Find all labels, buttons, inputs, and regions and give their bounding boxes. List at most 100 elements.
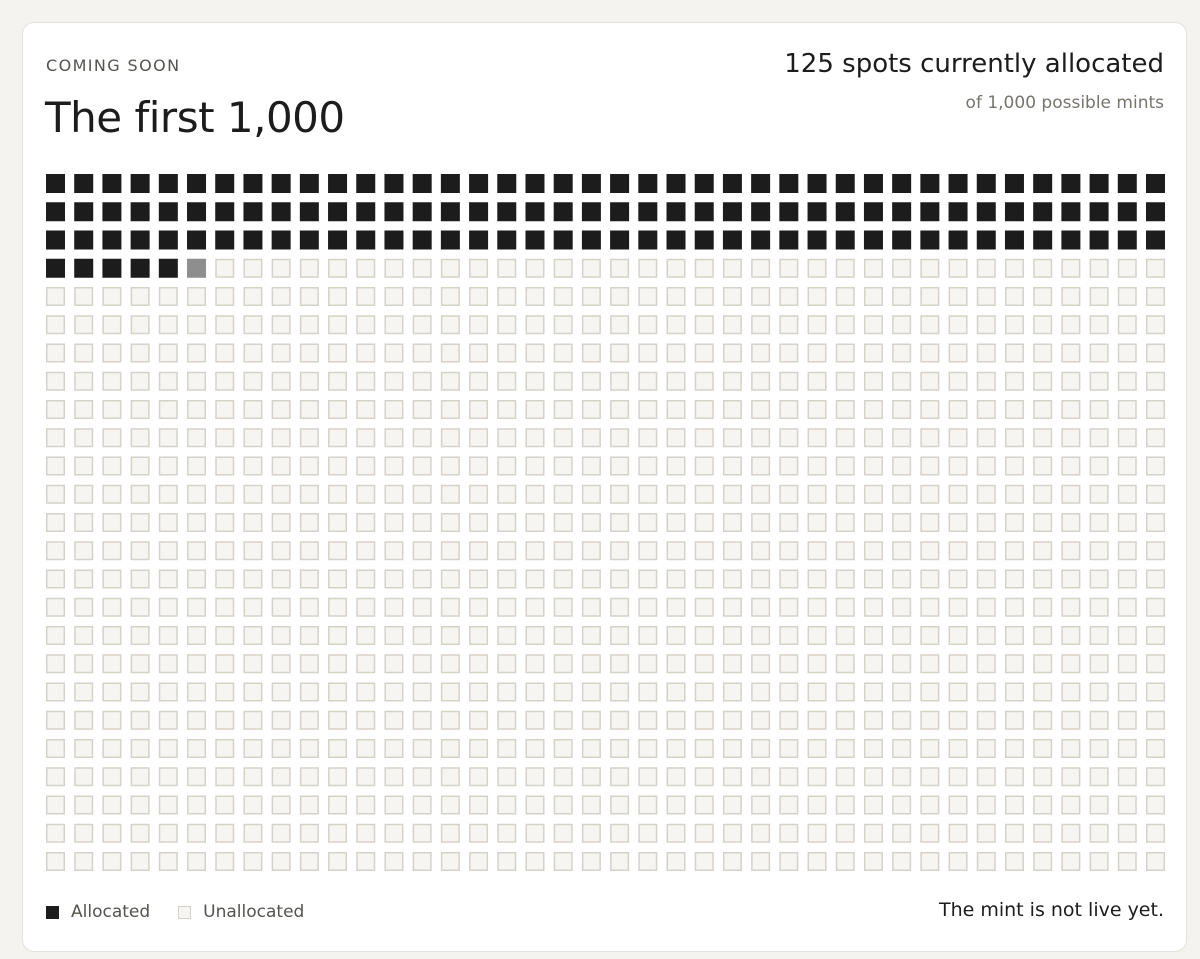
waffle-cell-unallocated <box>46 428 65 448</box>
waffle-cell-allocated <box>158 230 178 250</box>
waffle-cell-unallocated <box>779 315 799 335</box>
waffle-cell-allocated <box>553 174 573 193</box>
waffle-cell-unallocated <box>328 597 348 617</box>
waffle-cell-unallocated <box>779 400 799 419</box>
waffle-cell-unallocated <box>1117 767 1137 787</box>
waffle-cell-unallocated <box>271 456 291 476</box>
waffle-cell-unallocated <box>525 541 545 561</box>
waffle-cell-allocated <box>243 230 263 250</box>
waffle-cell-unallocated <box>807 315 827 335</box>
waffle-cell-unallocated <box>751 710 771 730</box>
waffle-cell-unallocated <box>751 513 771 532</box>
waffle-cell-unallocated <box>440 343 460 363</box>
waffle-cell-unallocated <box>46 484 65 504</box>
waffle-cell-unallocated <box>525 852 545 871</box>
waffle-cell-unallocated <box>299 287 319 306</box>
waffle-cell-unallocated <box>1117 484 1137 504</box>
waffle-cell-unallocated <box>525 400 545 419</box>
waffle-cell-unallocated <box>807 795 827 815</box>
waffle-cell-unallocated <box>863 654 883 674</box>
waffle-cell-unallocated <box>1061 484 1081 504</box>
waffle-cell-allocated <box>835 174 855 193</box>
waffle-cell-unallocated <box>102 400 122 419</box>
waffle-cell-unallocated <box>74 795 94 815</box>
waffle-cell-unallocated <box>412 343 432 363</box>
waffle-cell-unallocated <box>46 371 65 391</box>
waffle-cell-unallocated <box>807 654 827 674</box>
waffle-cell-unallocated <box>610 852 630 871</box>
waffle-cell-unallocated <box>610 343 630 363</box>
waffle-cell-unallocated <box>1061 371 1081 391</box>
waffle-cell-unallocated <box>102 795 122 815</box>
waffle-cell-unallocated <box>581 258 601 278</box>
waffle-cell-unallocated <box>581 315 601 335</box>
waffle-cell-unallocated <box>1146 739 1165 758</box>
waffle-cell-unallocated <box>46 597 65 617</box>
waffle-cell-unallocated <box>497 315 517 335</box>
waffle-cell-unallocated <box>751 597 771 617</box>
waffle-cell-unallocated <box>666 682 686 702</box>
waffle-cell-allocated <box>356 174 376 193</box>
waffle-cell-unallocated <box>384 852 404 871</box>
waffle-cell-unallocated <box>74 456 94 476</box>
waffle-cell-unallocated <box>158 626 178 645</box>
waffle-cell-unallocated <box>1033 569 1053 589</box>
waffle-cell-allocated <box>948 202 968 222</box>
waffle-cell-unallocated <box>130 739 150 758</box>
waffle-cell-unallocated <box>1146 484 1165 504</box>
waffle-cell-unallocated <box>102 710 122 730</box>
waffle-cell-unallocated <box>299 823 319 843</box>
waffle-cell-unallocated <box>46 456 65 476</box>
waffle-cell-unallocated <box>638 315 658 335</box>
waffle-cell-allocated <box>46 202 65 222</box>
waffle-cell-unallocated <box>638 739 658 758</box>
waffle-cell-allocated <box>1146 174 1165 193</box>
waffle-cell-unallocated <box>469 513 489 532</box>
waffle-cell-unallocated <box>1089 626 1109 645</box>
waffle-cell-unallocated <box>892 400 912 419</box>
waffle-cell-allocated <box>74 202 94 222</box>
waffle-cell-unallocated <box>581 710 601 730</box>
waffle-cell-unallocated <box>271 569 291 589</box>
waffle-cell-unallocated <box>243 428 263 448</box>
waffle-cell-unallocated <box>1004 371 1024 391</box>
waffle-cell-unallocated <box>807 484 827 504</box>
waffle-cell-allocated <box>1004 202 1024 222</box>
waffle-cell-unallocated <box>892 428 912 448</box>
waffle-cell-unallocated <box>158 371 178 391</box>
waffle-cell-unallocated <box>638 371 658 391</box>
waffle-cell-unallocated <box>807 569 827 589</box>
waffle-cell-unallocated <box>948 371 968 391</box>
waffle-cell-unallocated <box>102 484 122 504</box>
waffle-cell-unallocated <box>553 682 573 702</box>
waffle-cell-unallocated <box>215 682 235 702</box>
waffle-cell-unallocated <box>694 541 714 561</box>
waffle-cell-unallocated <box>920 795 940 815</box>
waffle-cell-unallocated <box>158 315 178 335</box>
waffle-cell-unallocated <box>610 456 630 476</box>
waffle-cell-unallocated <box>610 315 630 335</box>
waffle-cell-unallocated <box>976 823 996 843</box>
waffle-cell-unallocated <box>130 287 150 306</box>
waffle-cell-unallocated <box>271 484 291 504</box>
waffle-cell-unallocated <box>130 597 150 617</box>
waffle-cell-unallocated <box>328 852 348 871</box>
waffle-cell-allocated <box>1061 202 1081 222</box>
waffle-cell-unallocated <box>440 823 460 843</box>
waffle-cell-unallocated <box>948 258 968 278</box>
waffle-cell-unallocated <box>243 287 263 306</box>
waffle-cell-allocated <box>187 202 207 222</box>
waffle-cell-unallocated <box>356 428 376 448</box>
waffle-cell-unallocated <box>920 823 940 843</box>
waffle-cell-unallocated <box>638 258 658 278</box>
waffle-cell-unallocated <box>328 710 348 730</box>
waffle-cell-unallocated <box>1033 400 1053 419</box>
waffle-cell-allocated <box>976 174 996 193</box>
waffle-cell-unallocated <box>694 710 714 730</box>
waffle-cell-unallocated <box>469 315 489 335</box>
waffle-cell-unallocated <box>412 513 432 532</box>
waffle-cell-unallocated <box>638 767 658 787</box>
waffle-cell-allocated <box>440 230 460 250</box>
waffle-cell-allocated <box>1033 174 1053 193</box>
waffle-cell-unallocated <box>187 597 207 617</box>
